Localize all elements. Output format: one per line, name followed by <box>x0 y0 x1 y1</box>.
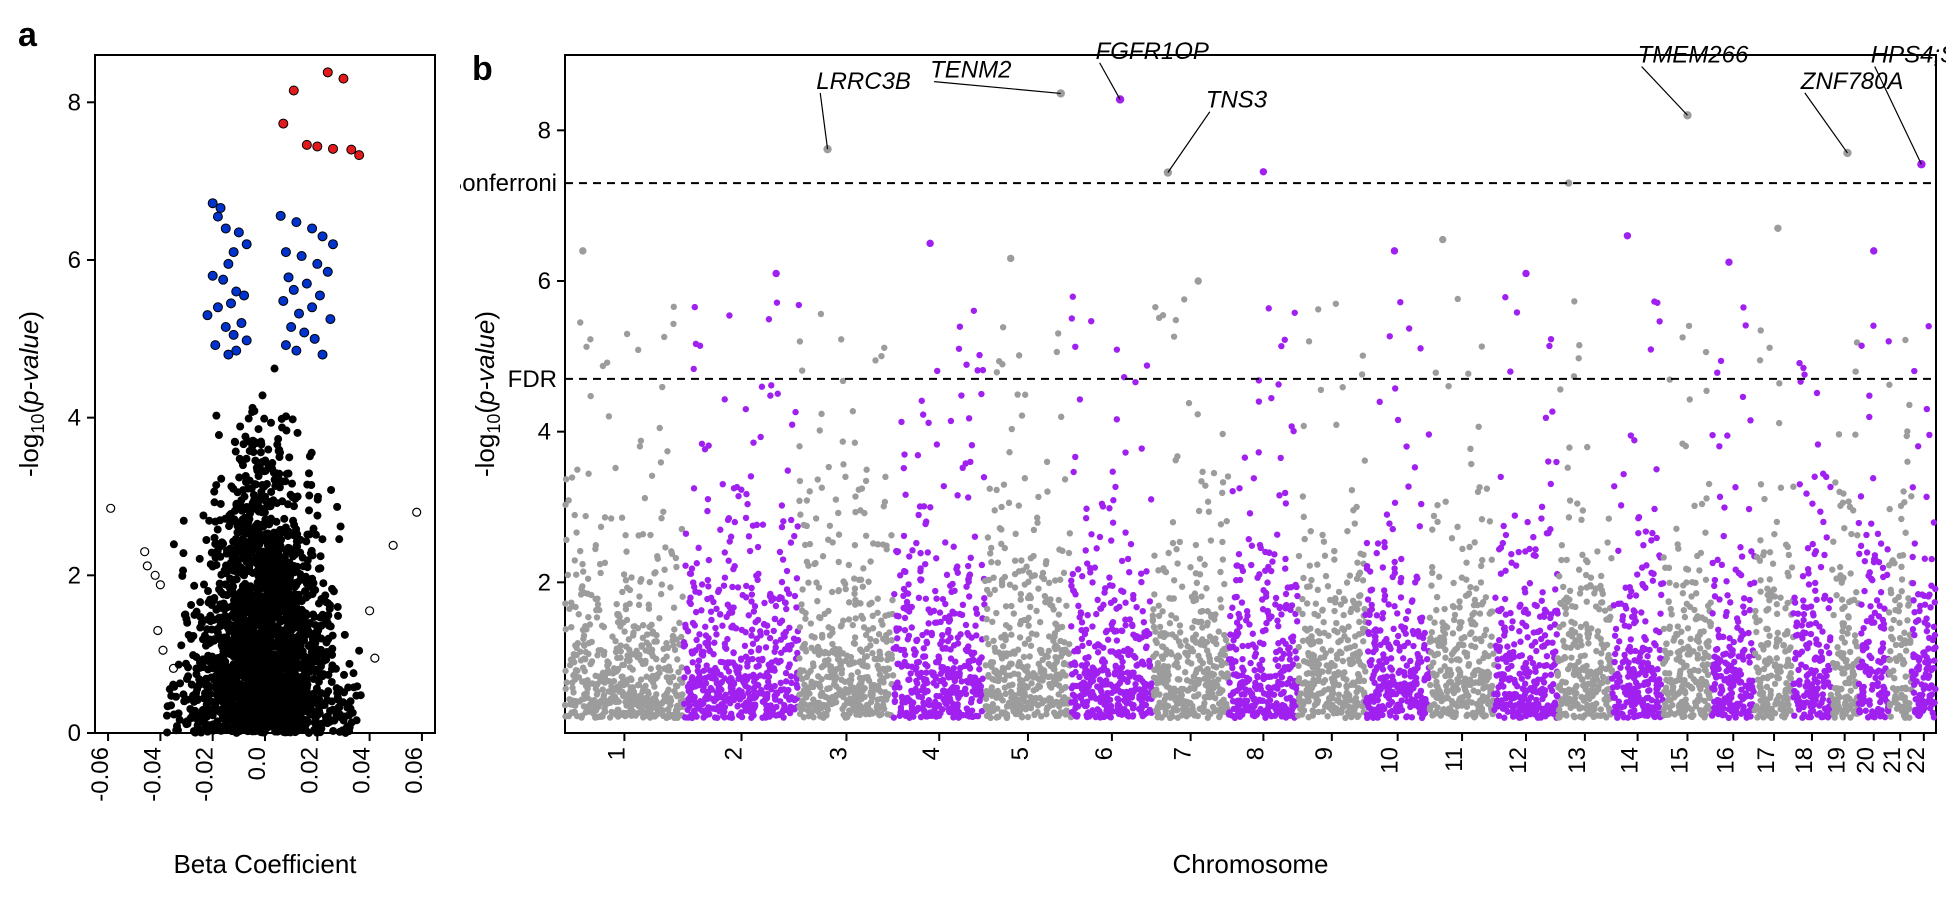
manhattan-ylabel: -log10(p-value) <box>470 311 504 477</box>
gene-label: TENM2 <box>930 57 1011 84</box>
svg-text:6: 6 <box>68 247 81 274</box>
gene-label: TNS3 <box>1206 87 1268 114</box>
gene-label: ZNF780A <box>1800 68 1904 95</box>
svg-text:-0.04: -0.04 <box>139 747 166 802</box>
svg-text:4: 4 <box>68 405 81 432</box>
svg-text:-0.06: -0.06 <box>87 747 114 802</box>
panel-label-b: b <box>472 50 493 88</box>
gene-point <box>1116 95 1124 103</box>
manhattan-xlabel: Chromosome <box>1172 849 1328 879</box>
manhattan-plot-panel: b LRRC3B TENM2 FGFR1OP TNS3 TMEM266 ZNF780AHPS… <box>460 10 1946 903</box>
gene-label: FGFR1OP <box>1096 38 1209 65</box>
volcano-ylabel: -log10(p-value) <box>14 311 48 477</box>
svg-text:-0.02: -0.02 <box>192 747 219 802</box>
threshold-label: Bonferroni <box>460 170 557 197</box>
threshold-label: FDR <box>508 366 557 393</box>
volcano-xlabel: Beta Coefficient <box>173 849 357 879</box>
figure-container: a 0 2 4 6 8 -0.06 -0.04 -0.02 0.0 0.02 0.04 0.06 -log… <box>10 10 1946 903</box>
svg-text:2: 2 <box>68 562 81 589</box>
svg-text:0.06: 0.06 <box>401 747 428 794</box>
gene-label: LRRC3B <box>816 68 911 95</box>
volcano-plot-panel: a 0 2 4 6 8 -0.06 -0.04 -0.02 0.0 0.02 0.04 0.06 -log… <box>10 10 450 903</box>
gene-label: TMEM266 <box>1638 42 1749 69</box>
svg-text:0.04: 0.04 <box>349 747 376 794</box>
gene-point <box>1917 160 1925 168</box>
gene-label: HPS4;SRRD <box>1871 42 1946 69</box>
svg-text:0.02: 0.02 <box>296 747 323 794</box>
svg-text:0: 0 <box>68 720 81 747</box>
svg-text:0.0: 0.0 <box>244 747 271 780</box>
svg-text:8: 8 <box>68 89 81 116</box>
panel-label-a: a <box>18 16 38 54</box>
